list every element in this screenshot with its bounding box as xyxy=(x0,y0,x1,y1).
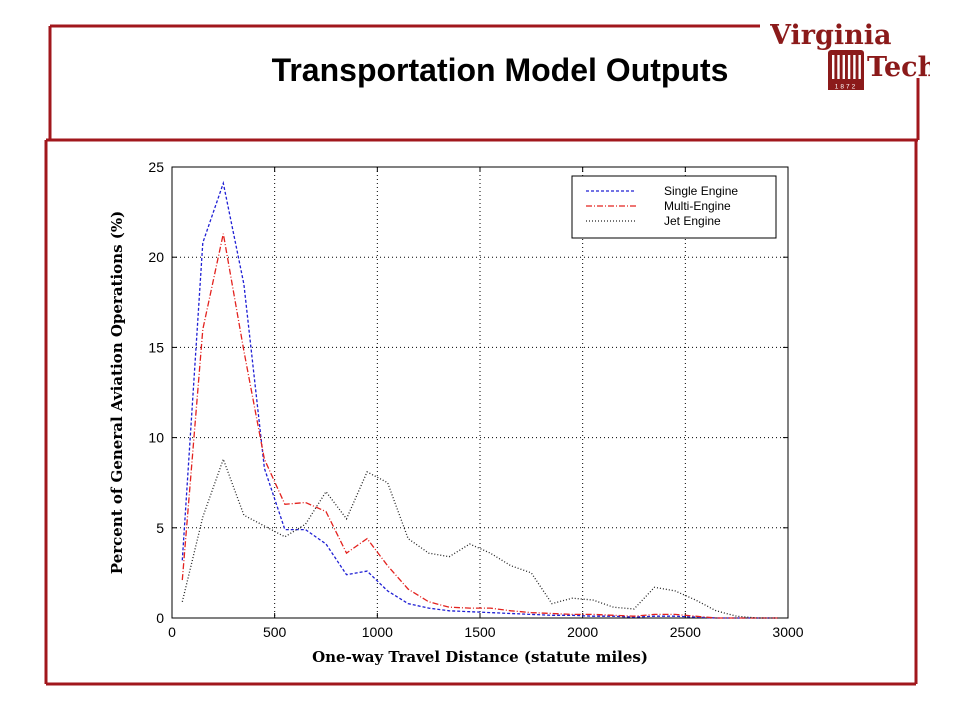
chart-grid xyxy=(172,167,788,618)
y-tick-label: 25 xyxy=(148,159,164,175)
legend-label: Jet Engine xyxy=(664,214,721,228)
legend-box xyxy=(571,175,777,239)
logo-year: 1872 xyxy=(835,84,857,91)
seal-bar xyxy=(847,55,851,79)
legend-label: Single Engine xyxy=(664,184,738,198)
x-axis-label: One-way Travel Distance (statute miles) xyxy=(312,648,648,666)
x-tick-label: 500 xyxy=(263,624,287,640)
frame-lines xyxy=(44,24,920,686)
y-tick-label: 15 xyxy=(148,339,164,355)
seal-bar xyxy=(832,55,835,79)
seal-bar xyxy=(853,55,856,79)
y-tick-label: 5 xyxy=(156,520,164,536)
seal-bar xyxy=(837,55,840,79)
y-tick-label: 20 xyxy=(148,249,164,265)
y-axis-label: Percent of General Aviation Operations (… xyxy=(108,211,126,574)
logo-word-virginia: Virginia xyxy=(770,20,891,51)
virginia-tech-logo: Virginia 1872 Tech xyxy=(770,20,930,91)
y-tick-label: 10 xyxy=(148,430,164,446)
x-tick-label: 0 xyxy=(168,624,176,640)
seal-bar xyxy=(858,55,861,79)
seal-bar xyxy=(842,55,845,79)
slide-title: Transportation Model Outputs xyxy=(271,52,729,88)
logo-seal-icon: 1872 xyxy=(828,50,864,91)
x-tick-label: 2500 xyxy=(670,624,701,640)
logo-word-tech: Tech xyxy=(867,52,930,83)
legend-label: Multi-Engine xyxy=(664,199,731,213)
x-tick-label: 2000 xyxy=(567,624,598,640)
x-tick-label: 3000 xyxy=(772,624,803,640)
x-tick-label: 1000 xyxy=(362,624,393,640)
axis-ticks: 0 500 1000 1500 2000 2500 3000 0 5 10 15 20 25 xyxy=(148,159,803,640)
y-tick-label: 0 xyxy=(156,610,164,626)
series-line-single-engine xyxy=(181,180,778,619)
chart-series xyxy=(181,180,778,619)
x-tick-label: 1500 xyxy=(464,624,495,640)
series-line-multi-engine xyxy=(181,233,778,619)
